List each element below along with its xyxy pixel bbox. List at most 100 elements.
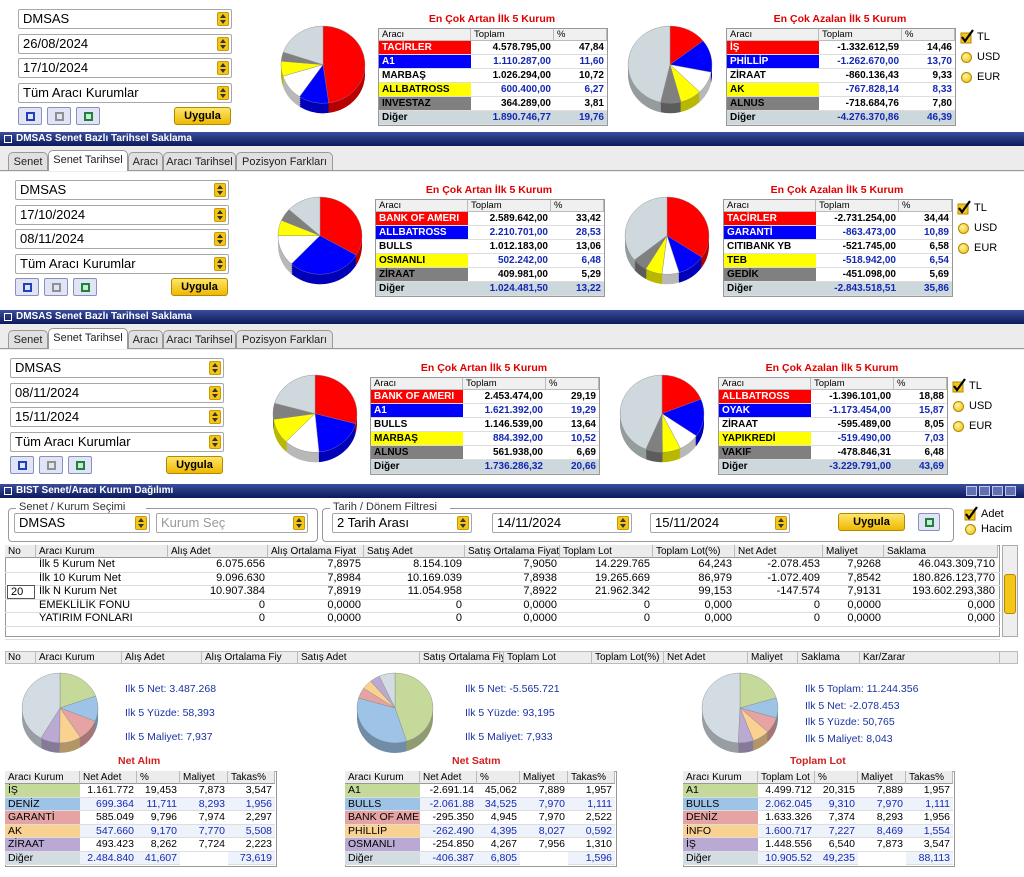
icon-button[interactable]	[73, 278, 97, 296]
cell: -595.489,00	[811, 418, 894, 432]
radio[interactable]	[958, 243, 969, 254]
tab[interactable]: Senet	[8, 330, 48, 348]
summary-stat: Ilk 5 Yüzde: 58,393	[125, 707, 215, 719]
dropdown[interactable]: Tüm Aracı Kurumlar	[10, 431, 224, 452]
radio[interactable]	[958, 223, 969, 234]
broker-name: DENİZ	[683, 811, 758, 825]
window-button[interactable]	[966, 486, 977, 496]
apply-button[interactable]: Uygula	[166, 456, 223, 474]
pie-slice	[291, 235, 357, 275]
cell: 20,315	[815, 784, 858, 798]
dropdown[interactable]: 08/11/2024	[15, 229, 229, 249]
dropdown[interactable]: DMSAS	[14, 513, 150, 533]
icon-button[interactable]	[10, 456, 34, 474]
tab[interactable]: Aracı Tarihsel	[163, 330, 236, 348]
cell: 7,03	[894, 432, 947, 446]
dropdown[interactable]: 14/11/2024	[492, 513, 632, 533]
cell: 7,8919	[327, 585, 361, 597]
column-header: Aracı	[724, 200, 816, 212]
dropdown[interactable]: 08/11/2024	[10, 382, 224, 403]
apply-button[interactable]: Uygula	[171, 278, 228, 296]
cell: 45,062	[477, 784, 520, 798]
window-button[interactable]	[992, 486, 1003, 496]
cell: 1.012.183,00	[468, 240, 551, 254]
cell: -4.276.370,86	[819, 111, 902, 125]
tab[interactable]: Senet	[8, 152, 48, 170]
dropdown[interactable]: 15/11/2024	[650, 513, 790, 533]
arrow-down	[212, 393, 218, 398]
icon-button[interactable]	[68, 456, 92, 474]
icon-button[interactable]	[47, 107, 71, 125]
cell: 1,956	[906, 811, 953, 825]
arrow-down	[460, 524, 466, 528]
dropdown[interactable]: 15/11/2024	[10, 407, 224, 427]
icon-button[interactable]	[76, 107, 100, 125]
cell: -2.061.88	[420, 797, 477, 811]
dropdown[interactable]: Kurum Seç	[156, 513, 308, 533]
icon-button[interactable]	[39, 456, 63, 474]
column-header: Maliyet	[823, 545, 884, 558]
apply-button[interactable]: Uygula	[174, 107, 231, 125]
radio[interactable]	[961, 52, 972, 63]
section-label: Toplam Lot	[790, 755, 846, 767]
dropdown[interactable]: DMSAS	[10, 358, 224, 378]
broker-name: İŞ	[727, 41, 819, 55]
dropdown[interactable]: DMSAS	[18, 9, 232, 29]
column-header: Aracı Kurum	[345, 771, 420, 784]
dropdown[interactable]: 2 Tarih Arası	[332, 513, 472, 533]
dropdown[interactable]: DMSAS	[15, 180, 229, 200]
cell: 10,52	[546, 432, 599, 446]
cell: 884.392,00	[463, 432, 546, 446]
row-number-input[interactable]: 20	[7, 585, 35, 599]
window-button[interactable]	[979, 486, 990, 496]
tab[interactable]: Senet Tarihsel	[48, 150, 128, 171]
cell: 49,235	[815, 851, 858, 865]
summary-stat: Ilk 5 Yüzde: 93,195	[465, 707, 555, 719]
cell: 99,153	[698, 585, 732, 597]
broker-name: İNFO	[683, 824, 758, 838]
dropdown[interactable]: 17/10/2024	[18, 58, 232, 78]
column-header: Aracı	[376, 200, 468, 212]
icon	[76, 461, 85, 470]
window-button[interactable]	[1005, 486, 1016, 496]
scroll-thumb[interactable]	[1004, 574, 1016, 614]
dropdown[interactable]: 17/10/2024	[15, 204, 229, 225]
checkmark[interactable]	[960, 29, 974, 44]
radio[interactable]	[965, 524, 976, 535]
icon-button[interactable]	[15, 278, 39, 296]
dropdown[interactable]: 26/08/2024	[18, 33, 232, 54]
table: Aracı Toplam% İŞ -1.332.612,59 14,46 PHİLLİP -…	[726, 28, 956, 126]
broker-name: ALNUS	[371, 446, 463, 460]
checkmark[interactable]	[957, 200, 971, 215]
cell: 0,000	[967, 612, 995, 624]
cell: 28,53	[551, 226, 604, 240]
row-line	[5, 571, 1000, 573]
cell: -518.942,00	[816, 254, 899, 268]
tab[interactable]: Aracı	[128, 152, 163, 170]
scrollbar[interactable]	[1002, 545, 1018, 637]
dropdown-text: 26/08/2024	[23, 35, 89, 51]
broker-name: ALLBATROSS	[376, 226, 468, 240]
radio[interactable]	[961, 72, 972, 83]
icon-button[interactable]	[18, 107, 42, 125]
cell: 3,547	[228, 784, 275, 798]
arrow-up	[220, 14, 226, 18]
apply-button[interactable]: Uygula	[838, 513, 905, 531]
broker-name: BULLS	[371, 418, 463, 432]
pie-slice	[274, 375, 316, 415]
cell: 41,607	[137, 851, 180, 865]
tab[interactable]: Senet Tarihsel	[48, 328, 128, 349]
radio[interactable]	[953, 421, 964, 432]
radio[interactable]	[953, 401, 964, 412]
checkmark[interactable]	[964, 506, 978, 521]
tab[interactable]: Aracı Tarihsel	[163, 152, 236, 170]
tab[interactable]: Pozisyon Farkları	[236, 152, 333, 170]
dropdown[interactable]: Tüm Aracı Kurumlar	[15, 253, 229, 274]
tab[interactable]: Aracı	[128, 330, 163, 348]
excel-button[interactable]	[918, 513, 940, 531]
tab[interactable]: Pozisyon Farkları	[236, 330, 333, 348]
checkmark[interactable]	[952, 378, 966, 393]
dropdown[interactable]: Tüm Aracı Kurumlar	[18, 82, 232, 103]
cell: -2.078.453	[767, 558, 820, 570]
icon-button[interactable]	[44, 278, 68, 296]
